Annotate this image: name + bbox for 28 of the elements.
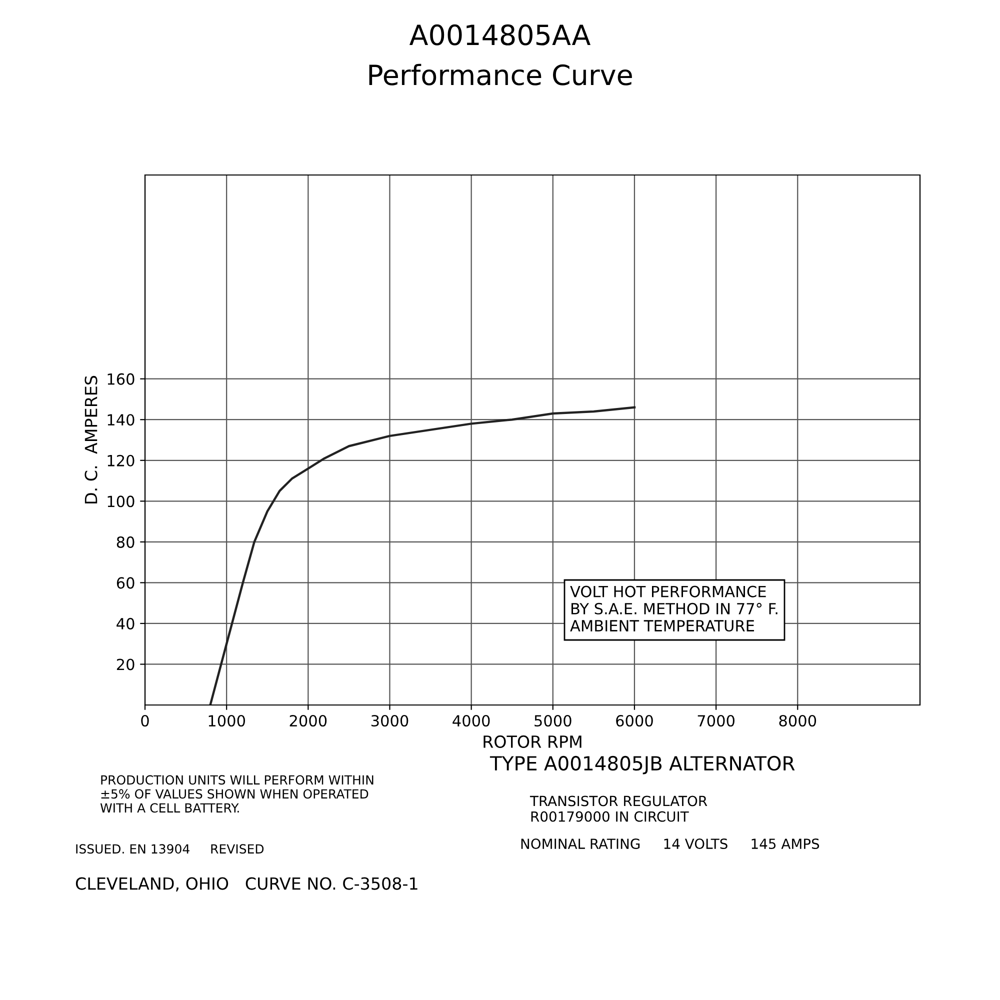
text: ISSUED. EN 13904 REVISED (76, 844, 264, 854)
y-tick-label: 20 (116, 658, 134, 670)
x-tick-label: 5000 (534, 714, 572, 727)
x-tick-label: 1000 (208, 714, 246, 727)
y-tick-label: 160 (108, 373, 134, 385)
y-tick-label: 140 (108, 414, 134, 426)
y-tick-label: 120 (108, 454, 134, 466)
y-axis-title: D. C. AMPERES (84, 376, 98, 504)
y-tick-label: 40 (116, 618, 134, 630)
x-tick-label: 7000 (698, 714, 734, 727)
annotation: VOLT HOT PERFORMANCE BY S.A.E. METHOD IN 77° F. AMBIENT TEMPERATURE (570, 586, 778, 632)
chart-subtitle: Performance Curve (369, 64, 632, 86)
text: NOMINAL RATING 14 VOLTS 145 AMPS (521, 838, 820, 850)
x-tick-label: 4000 (452, 714, 490, 727)
x-tick-label: 8000 (779, 714, 816, 727)
text: TRANSISTOR REGULATOR R00179000 IN CIRCUIT (530, 796, 708, 822)
y-tick-label: 60 (116, 577, 134, 589)
x-tick-label: 3000 (371, 714, 408, 727)
x-tick-label: 0 (141, 714, 149, 727)
x-tick-label: 2000 (290, 714, 327, 727)
y-tick-label: 100 (108, 496, 134, 508)
x-axis-title: ROTOR RPM (484, 735, 582, 748)
chart-title: A0014805AA (409, 24, 591, 46)
text: TYPE A0014805JB ALTERNATOR (490, 756, 795, 774)
text: PRODUCTION UNITS WILL PERFORM WITHIN ±5% OF VALUES SHOWN WHEN OPERATED WITH A CELL BATTERY. (100, 775, 374, 813)
y-tick-label: 80 (116, 536, 134, 548)
text: CLEVELAND, OHIO CURVE NO. C-3508-1 (76, 877, 418, 892)
x-tick-label: 6000 (616, 714, 653, 727)
